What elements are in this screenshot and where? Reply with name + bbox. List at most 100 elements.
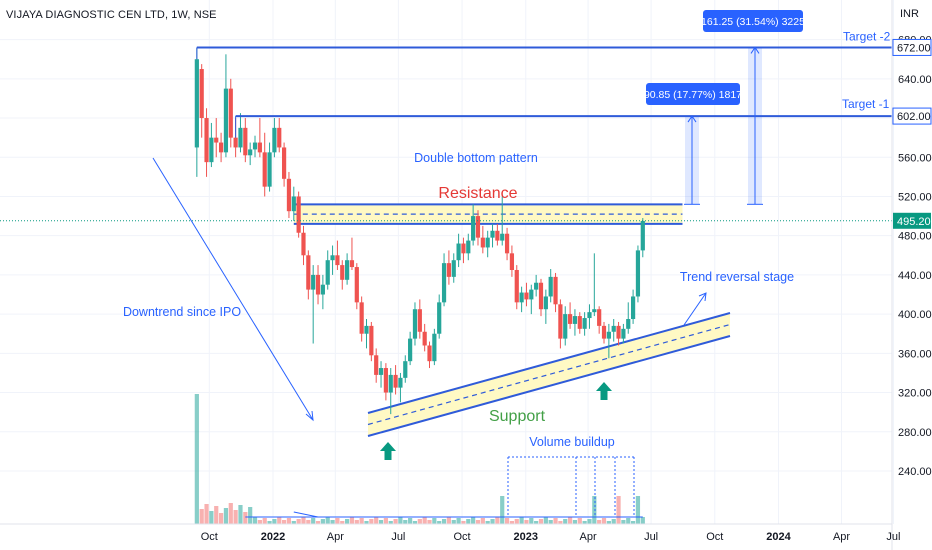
grid-lines <box>0 0 894 524</box>
target-price-text: 672.00 <box>897 42 931 54</box>
target-1-label: Target -1 <box>842 97 890 111</box>
volume-bar <box>272 519 277 524</box>
candle-body <box>272 127 277 153</box>
volume-bar <box>408 518 413 524</box>
trend-reversal-arrow <box>683 292 707 326</box>
volume-bar <box>199 509 204 524</box>
volume-bar <box>495 517 500 524</box>
volume-bar <box>306 520 311 524</box>
volume-bar <box>519 517 524 524</box>
time-tick-label: 2024 <box>766 531 791 543</box>
time-tick-label: Jul <box>644 531 658 543</box>
candle-body <box>635 250 641 297</box>
candle-body <box>223 88 229 153</box>
volume-bar <box>485 521 490 524</box>
currency-label: INR <box>900 8 919 20</box>
volume-bar <box>446 517 452 524</box>
volume-bar <box>451 520 456 524</box>
volume-bar <box>330 520 335 524</box>
candle-body <box>209 137 214 163</box>
volume-bar <box>369 519 374 524</box>
volume-bar <box>577 518 582 524</box>
volume-bar <box>243 512 248 524</box>
candle-body <box>630 296 636 320</box>
candle-body <box>306 255 311 290</box>
volume-bar <box>218 513 224 524</box>
volume-bar <box>543 517 548 524</box>
candle-body <box>398 377 403 388</box>
candle-body <box>369 325 374 356</box>
volume-bar <box>500 496 505 524</box>
time-tick-label: 2023 <box>514 531 538 543</box>
candle-body <box>427 345 432 362</box>
volume-bar <box>209 511 214 524</box>
candle-body <box>446 263 452 277</box>
trend-reversal-arrowhead <box>698 292 707 302</box>
volume-bar <box>267 521 272 524</box>
volume-bar <box>204 504 209 524</box>
price-tick-label: 360.00 <box>898 348 932 360</box>
candle-body <box>320 284 325 295</box>
time-tick-label: 2022 <box>261 531 285 543</box>
volume-bar <box>567 517 573 524</box>
candle-body <box>514 270 519 303</box>
support-lower-line <box>367 335 731 437</box>
volume-bar <box>291 521 296 524</box>
volume-bar <box>320 519 325 524</box>
volume-bar <box>509 521 515 524</box>
volume-bar <box>301 517 306 524</box>
candle-body <box>471 216 476 241</box>
candle-body <box>587 312 592 319</box>
time-tick-label: Jul <box>391 531 405 543</box>
candle-body <box>519 292 524 303</box>
volume-bar <box>286 518 292 524</box>
price-tick-label: 560.00 <box>898 152 932 164</box>
downtrend-label: Downtrend since IPO <box>123 305 241 319</box>
volume-bar <box>475 520 481 524</box>
candle-body <box>572 316 578 324</box>
candle-body <box>296 196 301 233</box>
time-tick-label: Jul <box>886 531 900 543</box>
price-tick-label: 240.00 <box>898 466 932 478</box>
measure-1-box <box>646 83 740 105</box>
candle-body <box>441 263 447 303</box>
downtrend-line <box>152 157 314 421</box>
volume-bar <box>383 518 388 524</box>
candle-body <box>393 374 398 388</box>
time-tick-label: Oct <box>453 531 470 543</box>
candle-body <box>383 368 388 393</box>
candle-body <box>345 260 350 280</box>
support-channel <box>368 313 730 436</box>
volume-bar <box>412 521 418 524</box>
time-axis[interactable]: Oct 2022 Apr Jul Oct 2023 Apr Jul Oct 2024 Apr Jul <box>0 523 900 543</box>
volume-bar <box>437 521 442 524</box>
candle-body <box>248 149 253 156</box>
candle-body <box>616 325 621 339</box>
price-tick-label: 640.00 <box>898 74 932 86</box>
volume-bar <box>277 517 282 524</box>
candle-body <box>524 292 529 300</box>
candle-body <box>548 276 553 297</box>
candle-body <box>456 243 461 261</box>
candle-body <box>252 142 258 150</box>
candle-body <box>504 233 510 254</box>
volume-bar <box>378 520 384 524</box>
candle-body <box>359 302 364 334</box>
volume-bar <box>398 517 403 524</box>
candle-body <box>199 69 204 119</box>
volume-bar <box>281 520 287 524</box>
candle-body <box>349 260 355 268</box>
volume-bar <box>611 519 616 524</box>
volume-bar <box>592 496 597 524</box>
price-axis[interactable]: INR 240.00 280.00 320.00 360.00 400.00 440.00 4… <box>891 0 932 550</box>
volume-bar <box>630 521 636 524</box>
candle-body <box>475 216 481 238</box>
current-price-text: 495.20 <box>897 216 931 228</box>
candle-body <box>529 289 534 300</box>
candle-body <box>267 152 272 187</box>
volume-ma-start <box>293 511 319 518</box>
candle-body <box>281 147 287 179</box>
target-price-tag <box>892 107 932 125</box>
price-tick-label: 520.00 <box>898 191 932 203</box>
